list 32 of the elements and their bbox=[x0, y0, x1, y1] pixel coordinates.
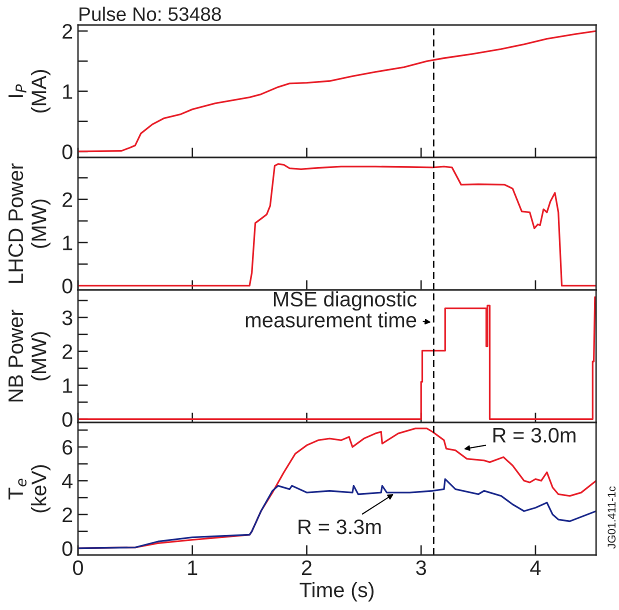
x-tick-label: 1 bbox=[188, 560, 198, 575]
text: JG01.411-1c bbox=[608, 486, 616, 549]
y-tick-label: 6 bbox=[62, 440, 72, 455]
y-axis-title: I$_{P}$ (MA) bbox=[8, 70, 50, 113]
x-tick-label: 3 bbox=[416, 560, 426, 576]
y-tick-label: 2 bbox=[62, 192, 72, 207]
x-axis-title: Time (s) bbox=[300, 582, 374, 602]
y-axis-title: NB Power (MW) bbox=[8, 310, 50, 402]
line-series bbox=[78, 478, 596, 550]
y-axis-title: T$_{e}$ (keV) bbox=[8, 465, 50, 512]
y-axis-title: LHCD Power (MW) bbox=[8, 163, 50, 283]
y-tick-label: 0 bbox=[62, 412, 72, 427]
y-tick-label: 3 bbox=[62, 310, 72, 326]
y-tick-label: 2 bbox=[62, 24, 72, 39]
y-tick-label: 1 bbox=[63, 236, 72, 250]
x-tick-label: 4 bbox=[530, 560, 541, 575]
x-tick-label: 0 bbox=[73, 560, 83, 576]
annotation: MSE diagnostic measurement time bbox=[246, 291, 416, 328]
y-tick-label: 1 bbox=[63, 84, 72, 99]
x-tick-label: 2 bbox=[302, 560, 312, 575]
line-series bbox=[78, 163, 596, 287]
annotation: R = 3.0m bbox=[493, 428, 576, 443]
y-tick-label: 0 bbox=[62, 541, 72, 556]
y-tick-label: 4 bbox=[62, 474, 73, 488]
y-tick-label: 0 bbox=[62, 278, 72, 294]
annotation: R = 3.3m bbox=[298, 520, 381, 534]
y-tick-label: 2 bbox=[62, 507, 72, 522]
y-tick-label: 1 bbox=[63, 378, 72, 393]
chart-title: Pulse No: 53488 bbox=[80, 6, 221, 22]
y-tick-label: 0 bbox=[62, 144, 72, 160]
line-series bbox=[78, 30, 596, 152]
y-tick-label: 2 bbox=[62, 344, 72, 359]
